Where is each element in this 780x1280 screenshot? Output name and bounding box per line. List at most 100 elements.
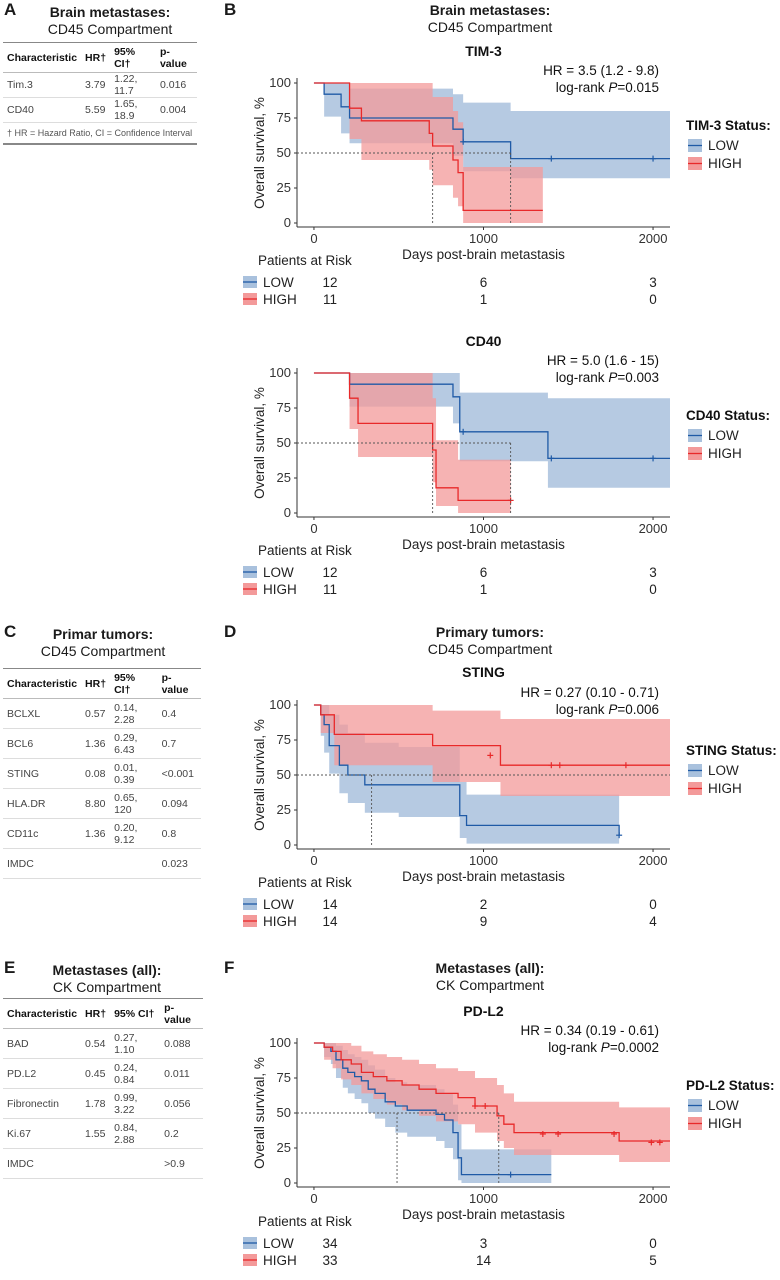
x-tick-label: 2000 — [639, 853, 668, 868]
table-c-title: Primar tumors: CD45 Compartment — [5, 626, 201, 660]
table-cell: STING — [3, 758, 82, 789]
table-cell: 0.7 — [157, 728, 201, 759]
table-cell: >0.9 — [160, 1148, 203, 1179]
table-header-cell: 95% CI† — [110, 42, 156, 73]
logrank-p-value: =0.006 — [617, 702, 659, 717]
table-cell — [81, 848, 111, 879]
table-cell: IMDC — [3, 848, 82, 879]
logrank-p-symbol: P — [608, 702, 617, 717]
table-header-cell: HR† — [81, 998, 111, 1029]
table-cell — [110, 1148, 161, 1179]
logrank-annotation: log-rank P=0.006 — [556, 702, 659, 717]
table-cell: 1.78 — [81, 1088, 111, 1119]
table-cell: 0.20, 9.12 — [110, 818, 158, 849]
y-tick-label: 25 — [277, 1140, 291, 1155]
x-tick-label: 2000 — [639, 1191, 668, 1206]
survival-curve-high — [313, 704, 670, 766]
table-cell: 0.023 — [157, 848, 201, 879]
legend-title: PD-L2 Status: — [686, 1078, 775, 1093]
legend-label-high: HIGH — [708, 781, 742, 796]
table-a: Characteristic HR† 95% CI† p-value Tim.3 3.79… — [3, 42, 197, 145]
risk-count: 5 — [649, 1253, 657, 1268]
x-tick-label: 2000 — [639, 521, 668, 536]
logrank-label: log-rank — [548, 1040, 601, 1055]
survival-curve-high — [313, 1042, 670, 1142]
table-row: Tim.3 3.79 1.22, 11.7 0.016 — [3, 72, 197, 98]
table-cell: Tim.3 — [3, 72, 82, 98]
table-cell: Ki.67 — [3, 1118, 82, 1149]
table-header-cell: HR† — [81, 668, 111, 699]
table-row: Ki.67 1.55 0.84, 2.88 0.2 — [3, 1118, 203, 1149]
legend-title: CD40 Status: — [686, 408, 770, 423]
risk-table-title: Patients at Risk — [258, 543, 352, 558]
table-row: IMDC >0.9 — [3, 1148, 203, 1179]
table-cell: IMDC — [3, 1148, 82, 1179]
legend-label-high: HIGH — [708, 1116, 742, 1131]
table-header-row: Characteristic HR† 95% CI† p-value — [3, 998, 203, 1029]
risk-count: 1 — [480, 292, 488, 307]
x-tick-label: 0 — [310, 1191, 317, 1206]
table-a-title: Brain metastases: CD45 Compartment — [20, 4, 200, 38]
x-tick-label: 2000 — [639, 231, 668, 246]
risk-count: 11 — [323, 292, 337, 307]
table-row: PD.L2 0.45 0.24, 0.84 0.011 — [3, 1058, 203, 1089]
risk-count: 0 — [649, 1236, 657, 1251]
table-cell: 0.088 — [160, 1028, 203, 1059]
x-tick-label: 1000 — [469, 1191, 498, 1206]
survival-curve-low — [313, 82, 670, 160]
risk-group-label: LOW — [263, 1236, 294, 1251]
y-tick-label: 50 — [277, 767, 291, 782]
survival-curve-low — [313, 704, 620, 836]
y-tick-label: 50 — [277, 1105, 291, 1120]
chart-title: TIM-3 — [465, 43, 502, 59]
logrank-annotation: log-rank P=0.0002 — [548, 1040, 659, 1055]
chart-title: CD40 — [466, 333, 502, 349]
x-axis-label: Days post-brain metastasis — [402, 1207, 565, 1222]
risk-count: 0 — [649, 897, 657, 912]
table-cell: 0.29, 6.43 — [110, 728, 158, 759]
chart-b-heading-line2: CD45 Compartment — [427, 19, 553, 35]
table-c-title-line2: CD45 Compartment — [40, 643, 166, 659]
chart-title: PD-L2 — [463, 1003, 504, 1019]
survival-curve-low — [313, 1042, 552, 1176]
table-cell: PD.L2 — [3, 1058, 82, 1089]
y-tick-label: 100 — [269, 365, 291, 380]
table-header-cell: p-value — [155, 42, 197, 73]
logrank-label: log-rank — [556, 80, 609, 95]
x-axis-label: Days post-brain metastasis — [402, 869, 565, 884]
risk-count: 3 — [649, 275, 657, 290]
table-cell: HLA.DR — [3, 788, 82, 819]
legend-title: STING Status: — [686, 743, 777, 758]
hr-annotation: HR = 5.0 (1.6 - 15) — [547, 353, 659, 368]
table-cell: 0.8 — [157, 818, 201, 849]
panel-label-b: B — [224, 0, 237, 19]
chart-title: STING — [462, 664, 505, 680]
risk-group-label: LOW — [263, 275, 294, 290]
chart-d-heading-line1: Primary tumors: — [435, 624, 545, 640]
table-header-cell: Characteristic — [3, 668, 82, 699]
risk-count: 0 — [649, 292, 657, 307]
table-e-title-line2: CK Compartment — [52, 979, 162, 995]
hr-annotation: HR = 0.27 (0.10 - 0.71) — [521, 685, 659, 700]
risk-count: 9 — [480, 914, 488, 929]
table-c-title-line1: Primar tumors: — [52, 626, 154, 642]
table-cell: 0.056 — [160, 1088, 203, 1119]
y-axis-label: Overall survival, % — [252, 387, 267, 499]
risk-count: 3 — [649, 565, 657, 580]
logrank-p-symbol: P — [601, 1040, 610, 1055]
table-header-cell: Characteristic — [3, 42, 82, 73]
table-cell: 5.59 — [81, 97, 111, 123]
y-axis-label: Overall survival, % — [252, 719, 267, 831]
table-header-row: Characteristic HR† 95% CI† p-value — [3, 668, 201, 699]
legend-title: TIM-3 Status: — [686, 118, 771, 133]
risk-count: 12 — [322, 275, 337, 290]
logrank-label: log-rank — [556, 370, 609, 385]
y-tick-label: 25 — [277, 802, 291, 817]
table-cell: 0.14, 2.28 — [110, 698, 158, 729]
risk-count: 6 — [480, 565, 488, 580]
y-tick-label: 25 — [277, 470, 291, 485]
table-row: IMDC 0.023 — [3, 848, 201, 879]
table-cell: 0.65, 120 — [110, 788, 158, 819]
legend-label-low: LOW — [708, 428, 739, 443]
